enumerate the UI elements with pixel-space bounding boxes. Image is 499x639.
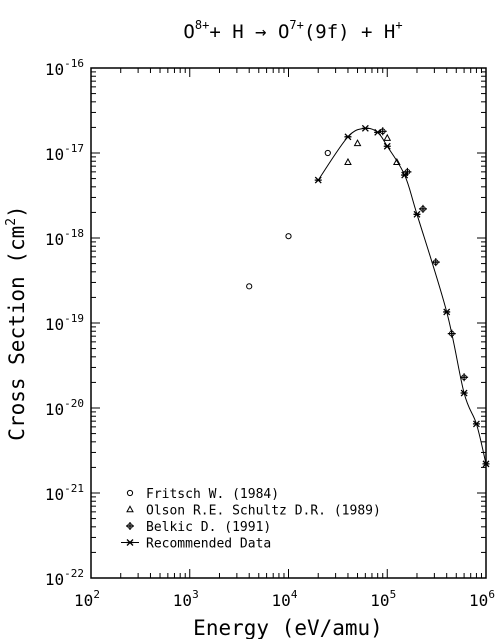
marker-asterisk <box>413 210 421 218</box>
x-tick-label: 102 <box>74 588 100 610</box>
marker-asterisk <box>344 133 352 141</box>
y-tick-label: 10-17 <box>45 142 84 164</box>
y-label-main: Cross Section (cm <box>5 226 29 441</box>
title-mid: + H → O <box>209 21 289 43</box>
y-tick-label: 10-22 <box>45 567 84 589</box>
marker-triangle <box>392 157 401 165</box>
legend-label: Olson R.E. Schultz D.R. (1989) <box>146 504 381 519</box>
y-tick-label: 10-19 <box>45 312 84 334</box>
x-tick-label: 104 <box>272 588 298 610</box>
marker-triangle <box>126 505 134 513</box>
marker-circle-plus <box>126 522 134 530</box>
y-tick-label: 10-18 <box>45 227 84 249</box>
y-tick-label: 10-21 <box>45 482 84 504</box>
marker-circle <box>246 283 253 290</box>
marker-asterisk <box>482 460 490 468</box>
marker-circle <box>126 489 134 497</box>
marker-asterisk <box>314 176 322 184</box>
title-base: O <box>183 21 194 43</box>
x-tick-labels: 102 103 104 105 106 <box>74 588 495 610</box>
marker-triangle <box>344 157 352 165</box>
title-sup: + <box>395 18 402 32</box>
y-tick-labels: 10-22 10-21 10-20 10-19 10-18 10-17 10-16 <box>45 57 84 589</box>
title-sup: 8+ <box>195 18 209 32</box>
marker-circle-plus <box>418 204 427 213</box>
x-tick-label: 105 <box>370 588 396 610</box>
marker-triangle <box>383 133 392 141</box>
x-axis-label: Energy (eV/amu) <box>193 616 383 639</box>
legend-label: Recommended Data <box>146 537 271 552</box>
marker-asterisk <box>472 420 480 428</box>
recommended-fit-curve <box>317 127 487 465</box>
marker-asterisk <box>374 128 382 136</box>
marker-triangle <box>353 139 362 147</box>
marker-circle-plus <box>378 127 387 136</box>
marker-circle <box>285 233 292 240</box>
legend-label: Fritsch W. (1984) <box>146 487 279 502</box>
y-tick-label: 10-16 <box>45 57 84 79</box>
marker-asterisk <box>383 142 391 150</box>
chart-title: O8++ H → O7+(9f) + H+ <box>183 18 402 43</box>
y-axis-label: Cross Section (cm2) <box>4 205 29 440</box>
marker-asterisk <box>460 389 468 397</box>
data-markers <box>246 124 490 468</box>
title-sup: 7+ <box>289 18 303 32</box>
y-label-sup: 2 <box>4 218 19 226</box>
legend-label: Belkic D. (1991) <box>146 520 271 535</box>
x-tick-label: 106 <box>469 588 495 610</box>
marker-asterisk <box>401 171 409 179</box>
title-tail: (9f) + H <box>304 21 396 43</box>
marker-asterisk <box>443 308 451 316</box>
marker-asterisk <box>126 539 134 546</box>
y-tick-label: 10-20 <box>45 397 84 419</box>
marker-circle-plus <box>460 373 469 382</box>
recommended-curve <box>317 127 487 465</box>
marker-circle-plus <box>447 329 456 338</box>
x-tick-label: 103 <box>173 588 199 610</box>
legend: Fritsch W. (1984) Olson R.E. Schultz D.R.… <box>121 487 381 552</box>
axis-ticks <box>90 68 486 579</box>
marker-asterisk <box>361 124 369 132</box>
y-label-close: ) <box>5 205 29 218</box>
marker-circle-plus <box>431 258 440 267</box>
marker-circle <box>324 149 331 157</box>
